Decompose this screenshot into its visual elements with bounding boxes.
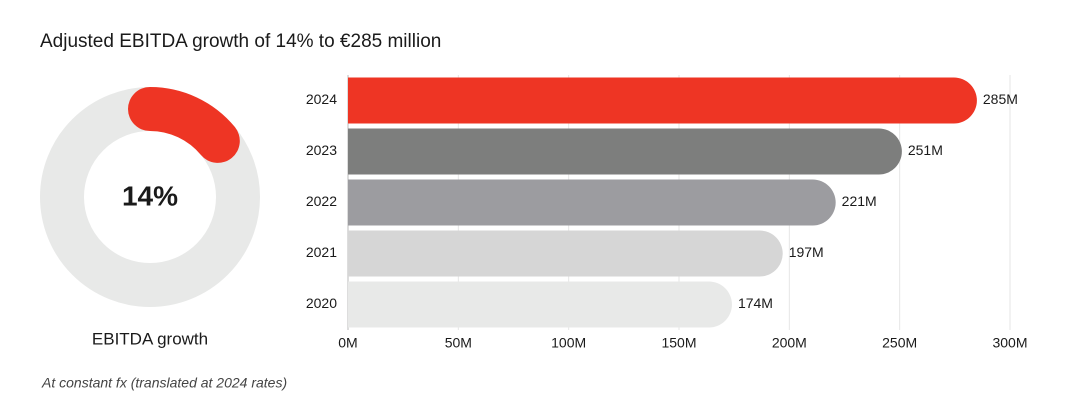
donut-label: EBITDA growth (92, 329, 208, 348)
footnote: At constant fx (translated at 2024 rates… (41, 375, 287, 391)
bar (348, 77, 977, 124)
y-tick-label: 2022 (306, 193, 337, 209)
x-tick-label: 50M (445, 335, 472, 351)
chart-title: Adjusted EBITDA growth of 14% to €285 mi… (40, 31, 441, 52)
x-tick-label: 300M (992, 335, 1027, 351)
y-tick-label: 2021 (306, 244, 337, 260)
x-tick-label: 250M (882, 335, 917, 351)
bar (348, 179, 836, 226)
x-tick-label: 0M (338, 335, 357, 351)
donut-center-label: 14% (122, 180, 178, 211)
value-label: 285M (983, 91, 1018, 107)
y-tick-label: 2023 (306, 142, 337, 158)
y-tick-label: 2020 (306, 295, 337, 311)
value-label: 221M (842, 193, 877, 209)
bar (348, 230, 783, 277)
value-label: 174M (738, 295, 773, 311)
value-label: 197M (789, 244, 824, 260)
x-tick-label: 100M (551, 335, 586, 351)
x-tick-label: 200M (772, 335, 807, 351)
bar (348, 281, 732, 328)
value-label: 251M (908, 142, 943, 158)
y-tick-label: 2024 (306, 91, 337, 107)
bar (348, 128, 902, 175)
donut-arc (128, 87, 240, 163)
x-tick-label: 150M (661, 335, 696, 351)
